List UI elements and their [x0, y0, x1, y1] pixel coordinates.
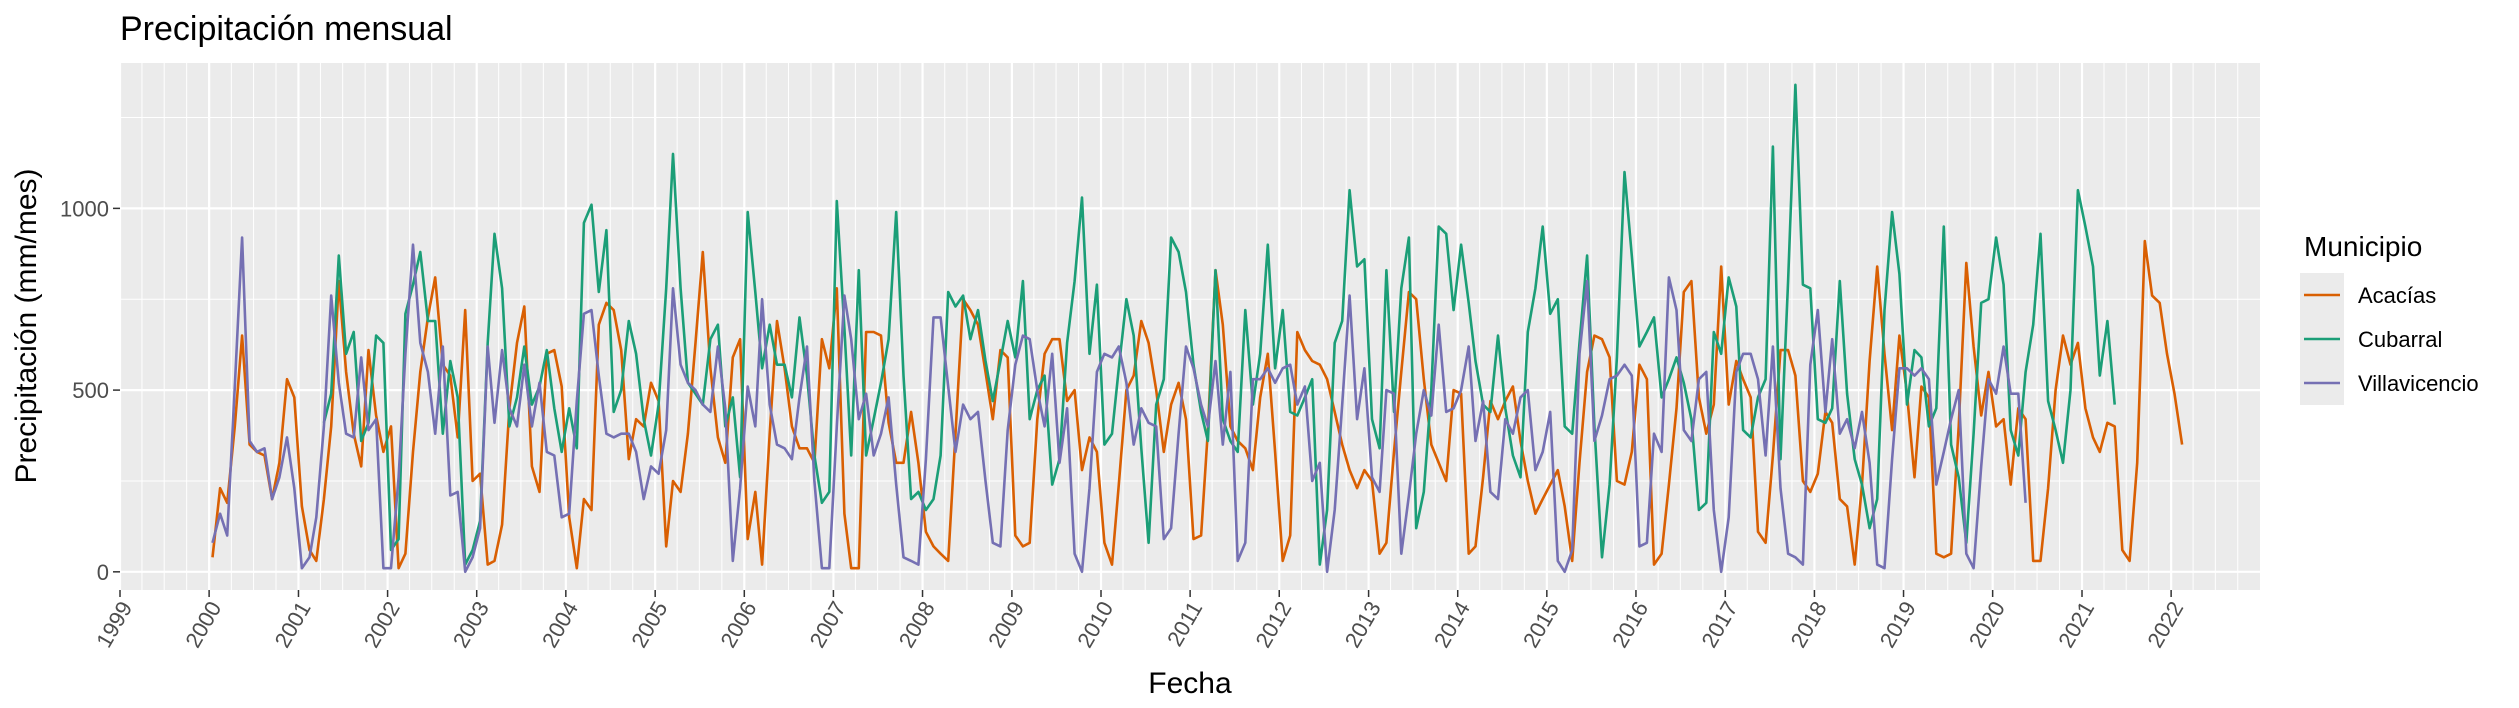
x-tick-label: 2018: [1786, 597, 1832, 652]
x-tick-label: 2012: [1250, 597, 1296, 652]
legend: Municipio Acacías Cubarral Villavicencio: [2300, 231, 2479, 405]
x-tick-label: 2022: [2142, 597, 2188, 652]
x-tick-label: 2015: [1518, 597, 1564, 652]
x-tick-label: 2008: [894, 597, 940, 652]
x-tick-label: 2010: [1072, 597, 1118, 652]
y-tick-label: 0: [97, 560, 109, 585]
x-tick-label: 2017: [1696, 597, 1742, 652]
x-tick-label: 1999: [91, 597, 137, 652]
y-tick-label: 1000: [60, 196, 109, 221]
x-tick-label: 2009: [983, 597, 1029, 652]
series-line-villavicencio: [211, 236, 2027, 574]
x-tick-label: 2003: [448, 597, 494, 652]
chart-title: Precipitación mensual: [120, 10, 453, 48]
x-tick-label: 2007: [805, 597, 851, 652]
legend-label: Acacías: [2358, 283, 2436, 308]
y-axis: 0 500 1000: [60, 196, 120, 585]
x-tick-label: 2002: [359, 597, 405, 652]
x-tick-label: 2005: [626, 597, 672, 652]
series-line-acacías: [211, 239, 2184, 570]
series-line-cubarral: [322, 83, 2116, 566]
x-tick-label: 2011: [1162, 597, 1207, 650]
y-axis-title: Precipitación (mm/mes): [10, 168, 43, 483]
x-tick-label: 2021: [2053, 597, 2099, 652]
legend-title: Municipio: [2304, 231, 2422, 262]
series-lines: [211, 83, 2184, 574]
x-tick-label: 2001: [270, 597, 316, 652]
x-tick-label: 2020: [1964, 597, 2010, 652]
x-tick-label: 2006: [715, 597, 761, 652]
x-tick-label: 2014: [1429, 597, 1475, 652]
x-tick-label: 2016: [1607, 597, 1653, 652]
x-tick-label: 2004: [537, 597, 583, 652]
x-tick-label: 2019: [1875, 597, 1921, 652]
x-tick-label: 2000: [180, 597, 226, 652]
legend-label: Villavicencio: [2358, 371, 2479, 396]
y-tick-label: 500: [72, 378, 109, 403]
x-axis-title: Fecha: [1148, 667, 1232, 700]
x-tick-label: 2013: [1340, 597, 1386, 652]
x-axis: 1999 2000 2001 2002 2003 2004 2005 2006 2007 2008…: [91, 590, 2188, 652]
legend-label: Cubarral: [2358, 327, 2442, 352]
